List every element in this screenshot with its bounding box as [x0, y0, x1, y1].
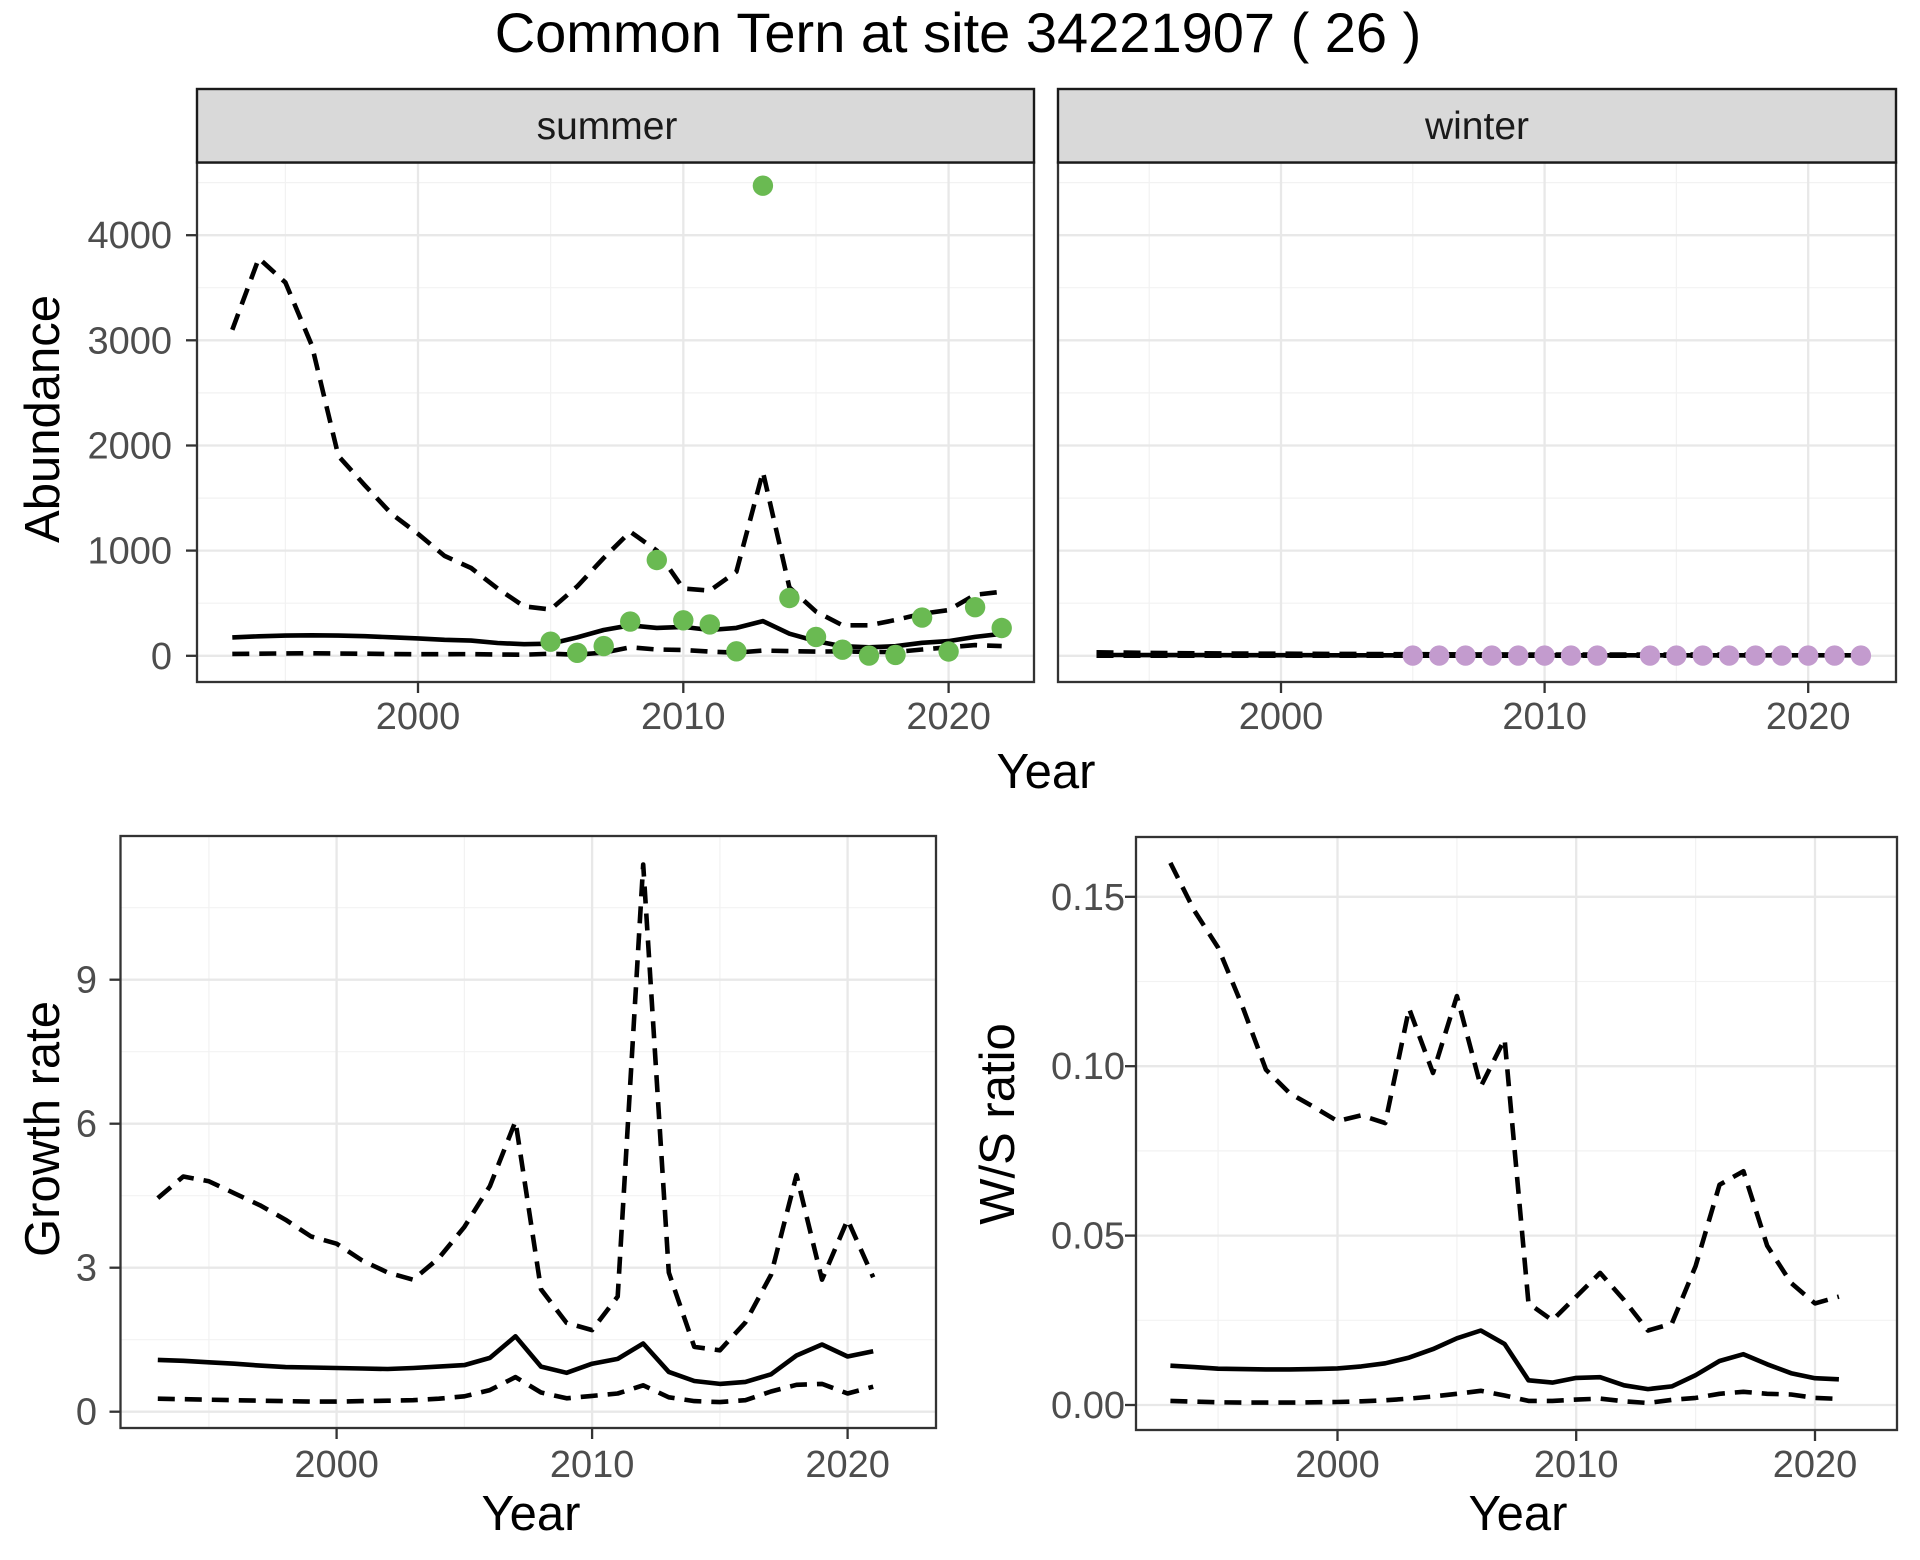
svg-text:2020: 2020 — [1773, 1444, 1858, 1486]
svg-text:2010: 2010 — [1534, 1444, 1619, 1486]
svg-text:2000: 2000 — [1239, 696, 1324, 738]
svg-text:0.15: 0.15 — [1051, 877, 1125, 919]
svg-text:Year: Year — [1468, 1487, 1567, 1541]
svg-text:Year: Year — [481, 1487, 580, 1541]
svg-text:3: 3 — [76, 1248, 97, 1290]
svg-text:2020: 2020 — [906, 696, 991, 738]
svg-text:2000: 2000 — [376, 696, 461, 738]
svg-text:2010: 2010 — [550, 1444, 635, 1486]
svg-text:9: 9 — [76, 960, 97, 1002]
svg-text:Common Tern at site 34221907 (: Common Tern at site 34221907 ( 26 ) — [495, 1, 1422, 64]
svg-text:0.00: 0.00 — [1051, 1385, 1125, 1427]
svg-text:Growth rate: Growth rate — [16, 1001, 70, 1257]
svg-text:0.10: 0.10 — [1051, 1046, 1125, 1088]
svg-text:1000: 1000 — [87, 531, 172, 573]
svg-text:2000: 2000 — [1295, 1444, 1380, 1486]
svg-text:2020: 2020 — [805, 1444, 890, 1486]
svg-text:2010: 2010 — [641, 696, 726, 738]
svg-text:W/S ratio: W/S ratio — [971, 1023, 1025, 1224]
svg-text:2020: 2020 — [1766, 696, 1851, 738]
svg-text:Abundance: Abundance — [16, 295, 70, 543]
svg-text:3000: 3000 — [87, 320, 172, 362]
svg-text:0: 0 — [151, 636, 172, 678]
svg-text:winter: winter — [1424, 105, 1529, 148]
svg-text:summer: summer — [537, 105, 678, 148]
svg-text:Year: Year — [996, 745, 1095, 799]
svg-text:0.05: 0.05 — [1051, 1216, 1125, 1258]
svg-text:2010: 2010 — [1502, 696, 1587, 738]
svg-text:2000: 2000 — [87, 426, 172, 468]
svg-text:2000: 2000 — [294, 1444, 379, 1486]
svg-text:4000: 4000 — [87, 215, 172, 257]
svg-text:6: 6 — [76, 1104, 97, 1146]
svg-text:0: 0 — [76, 1392, 97, 1434]
